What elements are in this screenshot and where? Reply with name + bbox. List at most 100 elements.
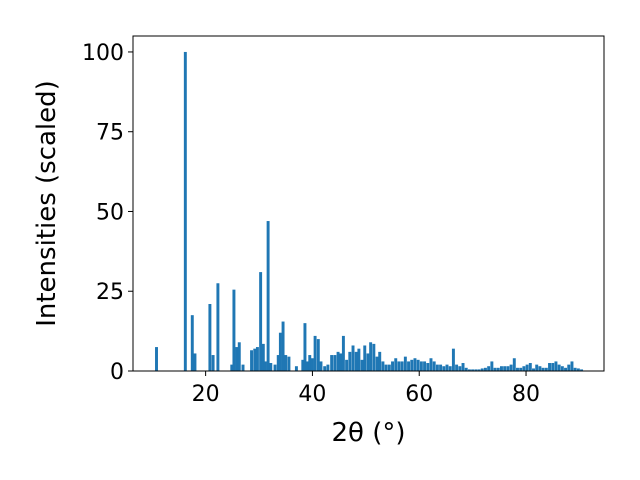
x-tick-label: 20 (192, 382, 220, 407)
bar (190, 315, 194, 371)
y-tick-label: 50 (96, 200, 124, 225)
bar (323, 366, 327, 371)
bar (351, 345, 355, 371)
bar (493, 367, 497, 371)
bar (516, 367, 519, 371)
bar (255, 347, 259, 371)
bar (266, 221, 270, 371)
bar (235, 347, 239, 371)
bar (467, 369, 471, 371)
bar (535, 364, 539, 371)
bar (480, 368, 484, 371)
bar (503, 366, 507, 371)
bar (483, 367, 487, 371)
bar (541, 367, 545, 371)
bar (281, 321, 285, 371)
y-axis-label: Intensities (scaled) (32, 80, 62, 327)
bar (232, 289, 236, 371)
bar (576, 368, 580, 371)
bar (294, 366, 298, 371)
bars-group (155, 51, 584, 371)
bar (278, 332, 282, 371)
bar (319, 361, 323, 371)
x-tick-label: 40 (298, 382, 326, 407)
bar (381, 361, 385, 371)
bar (263, 361, 267, 371)
x-tick-label: 60 (405, 382, 433, 407)
bar (313, 335, 317, 371)
y-tick-label: 0 (110, 360, 124, 385)
bar (413, 358, 417, 371)
bar (435, 364, 439, 371)
bar (339, 353, 343, 371)
bar (560, 366, 564, 371)
y-tick-label: 100 (82, 41, 124, 66)
bar (458, 366, 462, 371)
x-axis-ticks: 20 40 60 80 (192, 371, 540, 407)
bar (477, 369, 481, 371)
bar (394, 358, 398, 371)
bar (273, 364, 277, 371)
bar (391, 361, 394, 371)
bar (464, 367, 468, 371)
bar (303, 323, 307, 371)
bar (500, 366, 503, 371)
bar (400, 361, 404, 371)
bar (378, 351, 382, 371)
bar (369, 342, 373, 371)
bar (432, 361, 436, 371)
bar (310, 358, 314, 371)
bar (525, 364, 529, 371)
bar (554, 361, 558, 371)
bar (366, 353, 370, 371)
bar (573, 367, 577, 371)
bar (363, 345, 367, 371)
bar (426, 363, 430, 371)
bar (580, 369, 584, 371)
bar (216, 283, 220, 371)
bar (357, 348, 361, 371)
bar (208, 304, 212, 371)
bar (259, 272, 263, 371)
bar (496, 367, 500, 371)
x-tick-label: 80 (512, 382, 540, 407)
bar (544, 367, 548, 371)
bar (519, 367, 523, 371)
bar (211, 355, 215, 371)
plot-frame (132, 35, 605, 372)
bar (490, 361, 494, 371)
bar (354, 351, 358, 371)
bar (261, 343, 265, 371)
bar (455, 364, 459, 371)
bar (423, 361, 427, 371)
bar (345, 359, 349, 371)
bar (570, 361, 574, 371)
bar (548, 363, 551, 371)
bar (284, 355, 288, 371)
bar (301, 359, 305, 371)
y-tick-label: 25 (96, 280, 124, 305)
bar (253, 348, 257, 371)
bar (230, 364, 234, 371)
bar (183, 51, 187, 371)
y-axis-ticks: 0 25 50 75 100 (82, 41, 133, 385)
bar (375, 356, 379, 371)
bar (512, 358, 516, 371)
bar (348, 351, 352, 371)
bar (557, 364, 561, 371)
bar (487, 366, 491, 371)
bar (397, 361, 401, 371)
bar (407, 361, 411, 371)
bar (442, 366, 446, 371)
bar (250, 350, 254, 371)
bar (269, 363, 273, 371)
bar (241, 364, 245, 371)
bar (439, 364, 443, 371)
bar (193, 353, 197, 371)
x-axis-label: 2θ (°) (331, 418, 405, 448)
bar (448, 366, 452, 371)
bar (403, 356, 407, 371)
bar (445, 364, 449, 371)
bar (326, 364, 330, 371)
